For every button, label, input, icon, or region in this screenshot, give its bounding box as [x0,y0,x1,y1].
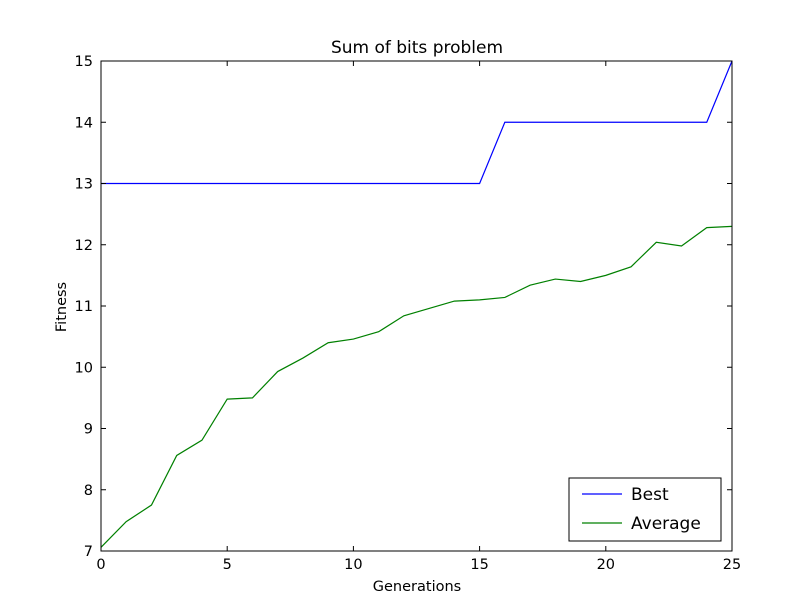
legend-box [568,477,722,542]
y-tick-label: 11 [75,299,93,315]
y-tick-label: 15 [75,54,93,70]
x-tick-label: 20 [597,557,615,573]
y-tick-label: 7 [84,544,93,560]
series-line-1 [100,225,733,548]
y-tick-label: 8 [84,483,93,499]
y-tick-label: 9 [84,422,93,438]
x-tick-label: 0 [96,557,105,573]
y-tick-label: 12 [75,238,93,254]
x-tick-label: 10 [344,557,362,573]
series-line-0 [101,60,733,185]
x-tick-label: 15 [470,557,488,573]
x-tick-label: 25 [723,557,741,573]
y-tick-label: 14 [75,115,93,131]
x-axis-label: Generations [373,579,461,595]
legend: Best Average [568,477,722,542]
legend-label: Average [631,514,701,534]
y-tick-label: 13 [75,177,93,193]
y-tick-label: 10 [75,360,93,376]
plot-area: 0 5 10 15 20 25 7 8 9 10 11 12 13 14 15 [75,54,742,573]
x-tick-label: 5 [223,557,232,573]
chart-title: Sum of bits problem [331,38,503,58]
y-axis-label: Fitness [54,282,70,332]
legend-label: Best [631,485,669,505]
